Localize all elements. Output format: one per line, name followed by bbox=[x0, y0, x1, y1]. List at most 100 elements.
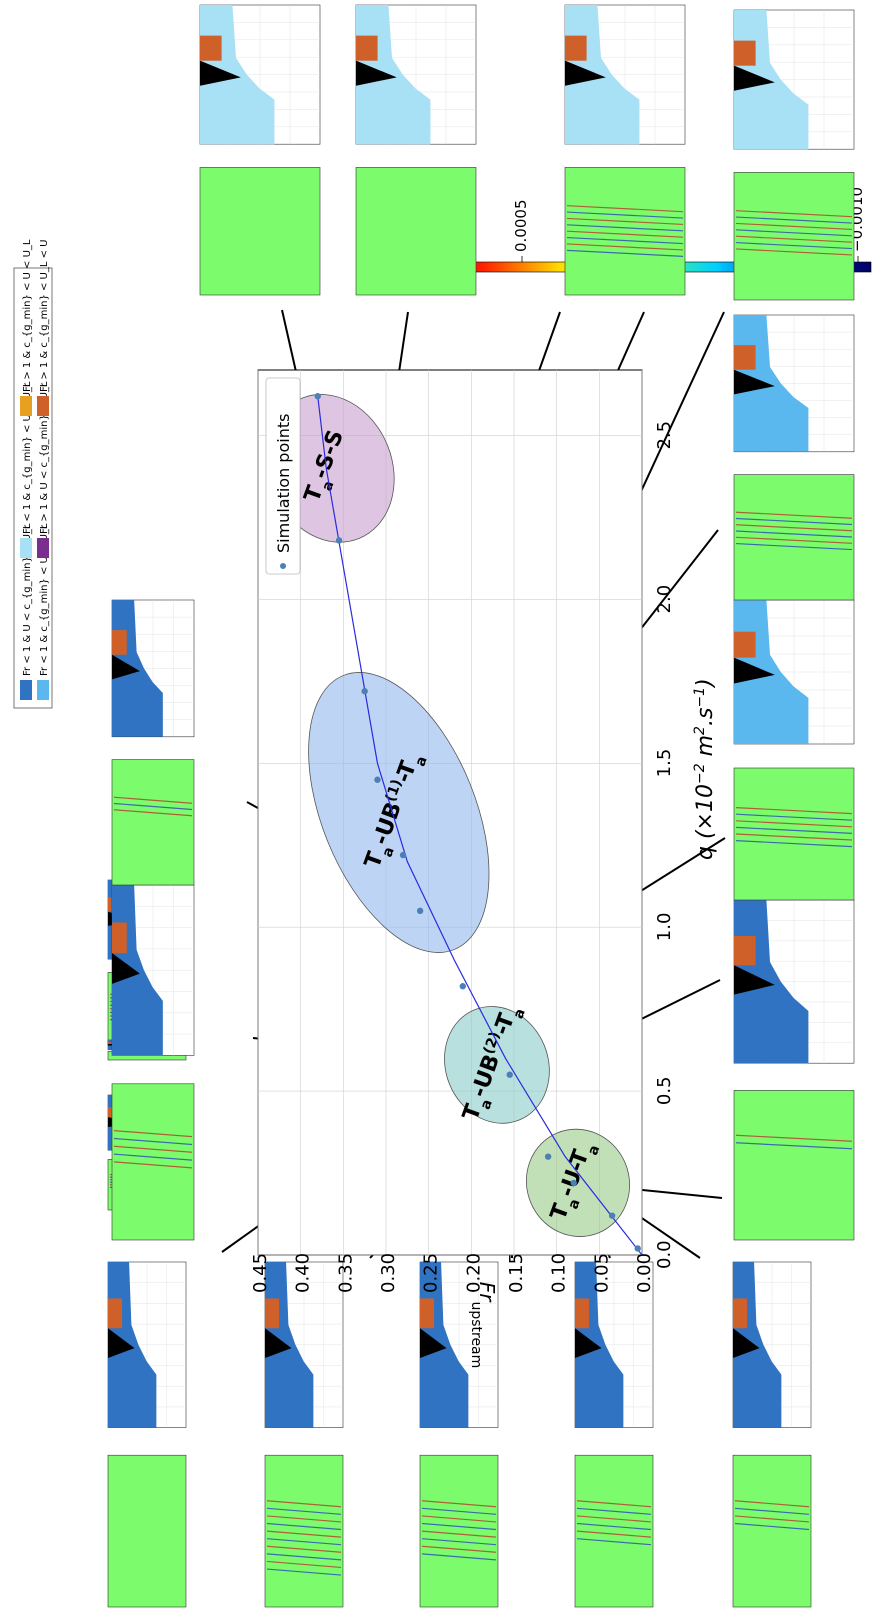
simulation-point bbox=[399, 851, 407, 859]
y-tick-label: 0.10 bbox=[549, 1253, 570, 1293]
regime-ellipse bbox=[525, 1128, 631, 1237]
thumbnail bbox=[732, 1261, 812, 1608]
thumbnail-wave bbox=[734, 1522, 810, 1531]
thumbnail bbox=[264, 1261, 344, 1608]
y-axis-label-sub: upstream bbox=[468, 1301, 484, 1368]
simulation-point bbox=[544, 1153, 552, 1160]
thumbnail bbox=[574, 1261, 654, 1608]
thumbnail-wave bbox=[735, 542, 853, 551]
fit-curve bbox=[317, 396, 643, 1256]
thumbnail-obstacle bbox=[734, 369, 775, 395]
thumbnail-supercritical bbox=[734, 345, 756, 370]
thumbnail-field-panel bbox=[733, 474, 855, 601]
y-tick-label: 0.45 bbox=[250, 1253, 271, 1293]
thumbnail-wave bbox=[266, 1538, 342, 1546]
main-plot: 0.0 0.5 1.0 1.5 2.0 2.5 0.00 0.05 0.10 0.15 0.20 0.… bbox=[250, 369, 718, 1369]
thumbnail-wave bbox=[735, 517, 853, 526]
y-tick-label: 0.20 bbox=[463, 1253, 484, 1293]
thumbnail-obstacle bbox=[112, 654, 140, 680]
x-axis-label: q (×10−2 m2.s−1) bbox=[692, 678, 718, 860]
thumbnail bbox=[733, 9, 855, 301]
thumbnail-supercritical bbox=[733, 1298, 748, 1329]
x-axis-label-part: 2 bbox=[692, 726, 708, 735]
y-axis-label: Frupstream bbox=[468, 1282, 499, 1369]
thumbnail-supercritical bbox=[108, 1298, 123, 1329]
thumbnail-wave bbox=[735, 1142, 853, 1150]
thumbnail-field-panel bbox=[199, 167, 321, 296]
thumbnail-obstacle bbox=[420, 1328, 447, 1359]
legend-swatch bbox=[20, 680, 32, 700]
thumbnail-field-panel bbox=[355, 167, 477, 296]
thumbnail-field-panel bbox=[264, 1454, 344, 1608]
x-tick-label: 1.5 bbox=[654, 749, 675, 778]
thumbnail-wave bbox=[266, 1507, 342, 1515]
thumbnail-wave bbox=[735, 216, 853, 224]
thumbnail-wave bbox=[421, 1507, 497, 1515]
legend-entry: Fr < 1 & c_{g_min} < U < U_L bbox=[39, 523, 50, 676]
thumbnail-wave bbox=[735, 210, 853, 218]
thumbnail bbox=[733, 899, 855, 1241]
thumbnail-obstacle bbox=[112, 953, 140, 984]
thumbnail-wave bbox=[421, 1545, 497, 1553]
thumbnail-obstacle bbox=[734, 965, 775, 995]
thumbnail-supercritical bbox=[420, 1298, 435, 1329]
thumbnail-wave bbox=[735, 248, 853, 256]
thumbnail-wave bbox=[266, 1568, 342, 1576]
thumbnail-wave bbox=[734, 1507, 810, 1515]
thumbnail-wave bbox=[113, 809, 193, 817]
thumbnail-wave bbox=[735, 235, 853, 243]
thumbnail-field-panel bbox=[111, 759, 195, 886]
thumbnail-supercritical bbox=[734, 631, 756, 658]
simulation-point bbox=[374, 776, 381, 783]
thumbnail-field-panel bbox=[419, 1454, 499, 1608]
y-axis-label-fr: Fr bbox=[475, 1282, 499, 1304]
thumbnail bbox=[564, 4, 686, 296]
thumbnail-field-panel bbox=[732, 1454, 812, 1608]
legend-swatch bbox=[20, 538, 32, 558]
thumbnail-wave bbox=[735, 840, 853, 848]
simulation-point bbox=[634, 1245, 641, 1252]
thumbnail-wave bbox=[421, 1500, 497, 1508]
legend-swatch bbox=[37, 396, 49, 416]
thumbnail-wave bbox=[566, 217, 684, 226]
thumbnail-wave bbox=[113, 1145, 193, 1153]
x-axis-label-part: −2 bbox=[692, 763, 708, 784]
thumbnail bbox=[419, 1261, 499, 1608]
regime-label-part: (2) bbox=[481, 1030, 504, 1057]
thumbnail-supercritical bbox=[356, 35, 378, 61]
thumbnail-wave bbox=[566, 205, 684, 213]
y-tick-label: 0.15 bbox=[506, 1253, 527, 1293]
thumbnail-obstacle bbox=[108, 1328, 135, 1359]
thumbnail-field-panel bbox=[733, 172, 855, 301]
thumbnail-field-panel bbox=[107, 1454, 187, 1608]
legend-swatch bbox=[20, 396, 32, 416]
thumbnail-wave bbox=[566, 211, 684, 219]
x-axis-label-part: q bbox=[693, 846, 718, 860]
thumbnail-wave bbox=[735, 826, 853, 834]
simulation-point bbox=[459, 983, 466, 990]
x-tick-label: 1.0 bbox=[654, 913, 675, 942]
thumbnail-wave bbox=[576, 1522, 652, 1531]
y-tick-label: 0.25 bbox=[421, 1253, 442, 1293]
thumbnail bbox=[199, 4, 321, 296]
thumbnail-supercritical bbox=[575, 1298, 590, 1329]
thumbnail bbox=[111, 884, 195, 1241]
x-tick-label: 0.5 bbox=[654, 1076, 675, 1105]
thumbnail-supercritical bbox=[734, 40, 756, 66]
thumbnail-wave bbox=[735, 1134, 853, 1142]
thumbnail-supercritical bbox=[565, 35, 587, 61]
x-tick-label: 0.0 bbox=[654, 1240, 675, 1269]
thumbnail-wave bbox=[576, 1507, 652, 1515]
thumbnail-wave bbox=[566, 249, 684, 257]
thumbnail-field-panel bbox=[733, 1090, 855, 1241]
x-axis-label-part: m bbox=[693, 735, 718, 763]
simulation-point bbox=[608, 1212, 616, 1219]
thumbnail-wave bbox=[735, 833, 853, 841]
legend-entry: Fr > 1 & c_{g_min} < U < U_L bbox=[22, 239, 33, 392]
thumbnail-wave bbox=[113, 802, 193, 811]
legend-entry: Fr < 1 & c_{g_min} < U < U_L bbox=[22, 381, 33, 534]
legend-swatch bbox=[37, 680, 49, 700]
thumbnail-wave bbox=[566, 224, 684, 232]
thumbnail-supercritical bbox=[200, 35, 222, 61]
thumbnail bbox=[111, 599, 195, 886]
